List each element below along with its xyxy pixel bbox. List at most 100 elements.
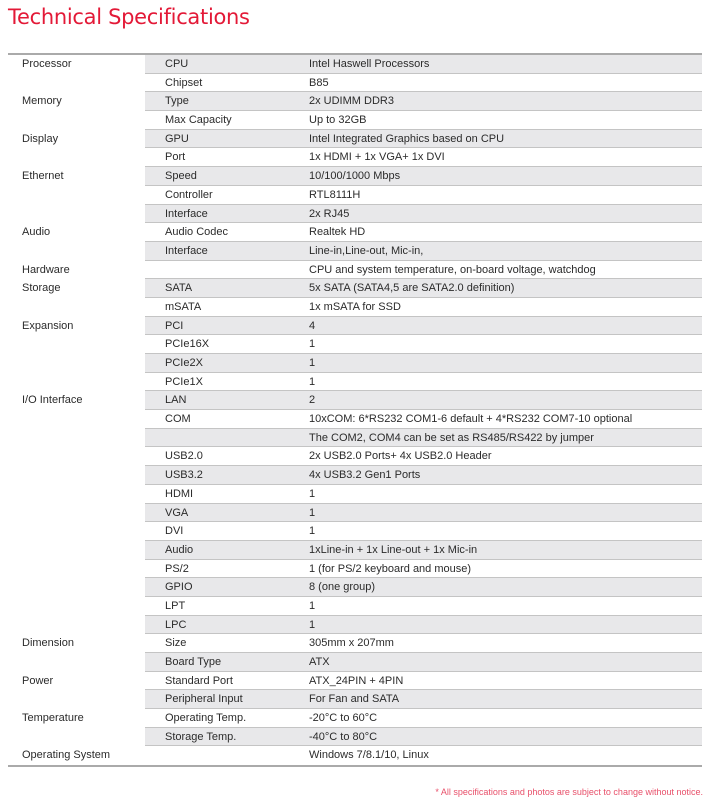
spec-item: Size [165,637,187,650]
spec-row: The COM2, COM4 can be set as RS485/RS422… [8,428,702,448]
spec-item: Type [165,95,189,108]
spec-value: 1 [309,375,316,388]
spec-band: Size 305mm x 207mm [145,634,702,653]
spec-item: Controller [165,188,213,201]
spec-row: Display GPU Intel Integrated Graphics ba… [8,129,702,149]
spec-item: SATA [165,282,193,295]
spec-category: Memory [22,95,62,108]
spec-band: CPU Intel Haswell Processors [145,55,702,74]
spec-row: Port 1x HDMI + 1x VGA+ 1x DVI [8,148,702,168]
spec-value: 5x SATA (SATA4,5 are SATA2.0 definition) [309,282,515,295]
spec-band: Audio 1xLine-in + 1x Line-out + 1x Mic-i… [145,540,702,560]
spec-row: Controller RTL8111H [8,186,702,205]
spec-band: Max Capacity Up to 32GB [145,111,702,130]
spec-item: PCIe16X [165,338,210,351]
spec-band: LAN 2 [145,391,702,411]
spec-band: Storage Temp. -40°C to 80°C [145,727,702,747]
spec-category: Display [22,132,59,145]
spec-value: 2x USB2.0 Ports+ 4x USB2.0 Header [309,450,492,463]
spec-value: RTL8111H [309,188,361,201]
spec-value: Windows 7/8.1/10, Linux [309,749,429,762]
spec-value: 1 [309,525,316,538]
spec-value: The COM2, COM4 can be set as RS485/RS422… [309,431,594,444]
spec-value: ATX_24PIN + 4PIN [309,674,404,687]
spec-row: USB2.0 2x USB2.0 Ports+ 4x USB2.0 Header [8,447,702,467]
spec-band: PCIe2X 1 [145,354,702,373]
spec-band: mSATA 1x mSATA for SSD [145,298,702,317]
spec-item: Operating Temp. [165,712,247,725]
spec-row: Interface Line-in,Line-out, Mic-in, [8,241,702,261]
spec-item: CPU [165,58,189,70]
spec-row: mSATA 1x mSATA for SSD [8,298,702,317]
spec-category: Storage [22,282,61,295]
spec-band: The COM2, COM4 can be set as RS485/RS422… [145,428,702,448]
spec-row: Storage Temp. -40°C to 80°C [8,727,702,747]
spec-row: Ethernet Speed 10/100/1000 Mbps [8,167,702,186]
spec-value: 10/100/1000 Mbps [309,170,401,183]
spec-item: PCI [165,319,184,332]
spec-row: Memory Type 2x UDIMM DDR3 [8,92,702,112]
spec-item: Port [165,151,186,164]
spec-row: Temperature Operating Temp. -20°C to 60°… [8,709,702,728]
spec-value: 4x USB3.2 Gen1 Ports [309,469,421,482]
spec-row: Operating System Windows 7/8.1/10, Linux [8,746,702,765]
spec-item: COM [165,413,191,426]
spec-band: PS/2 1 (for PS/2 keyboard and mouse) [145,560,702,579]
spec-band: PCIe1X 1 [145,373,702,392]
spec-category: Dimension [22,637,74,650]
spec-value: Realtek HD [309,226,366,239]
spec-row: LPT 1 [8,597,702,616]
spec-item: PS/2 [165,562,189,575]
spec-band: SATA 5x SATA (SATA4,5 are SATA2.0 defini… [145,279,702,298]
spec-row: PS/2 1 (for PS/2 keyboard and mouse) [8,560,702,579]
spec-band: Standard Port ATX_24PIN + 4PIN [145,672,702,691]
spec-value: 2 [309,394,316,407]
spec-category: I/O Interface [22,394,83,407]
spec-band: Type 2x UDIMM DDR3 [145,92,702,112]
spec-item: DVI [165,525,184,538]
spec-item: LPT [165,599,186,612]
spec-item: VGA [165,506,189,519]
spec-row: PCIe16X 1 [8,335,702,354]
spec-band: PCI 4 [145,316,702,336]
spec-item: Storage Temp. [165,730,237,743]
spec-band: CPU and system temperature, on-board vol… [145,261,702,280]
spec-band: Operating Temp. -20°C to 60°C [145,709,702,728]
spec-row: Audio 1xLine-in + 1x Line-out + 1x Mic-i… [8,540,702,560]
spec-category: Operating System [22,749,111,762]
spec-band: Peripheral Input For Fan and SATA [145,690,702,710]
spec-band: Port 1x HDMI + 1x VGA+ 1x DVI [145,148,702,168]
spec-band: Speed 10/100/1000 Mbps [145,167,702,186]
spec-value: -20°C to 60°C [309,712,378,725]
page-title: Technical Specifications [8,5,250,29]
spec-value: Line-in,Line-out, Mic-in, [309,244,424,257]
spec-value: 2x RJ45 [309,207,350,220]
spec-item: USB3.2 [165,469,203,482]
spec-item: HDMI [165,487,194,500]
spec-value: CPU and system temperature, on-board vol… [309,263,596,276]
spec-value: For Fan and SATA [309,693,400,706]
spec-band: VGA 1 [145,503,702,523]
spec-band: HDMI 1 [145,485,702,504]
spec-row: PCIe1X 1 [8,373,702,392]
spec-item: Interface [165,244,208,257]
spec-item: LPC [165,618,187,631]
spec-band: GPU Intel Integrated Graphics based on C… [145,129,702,149]
spec-row: Chipset B85 [8,74,702,93]
spec-row: Max Capacity Up to 32GB [8,111,702,130]
spec-category: Hardware [22,263,70,276]
spec-value: 1x mSATA for SSD [309,300,401,313]
spec-value: -40°C to 80°C [309,730,378,743]
spec-band: USB3.2 4x USB3.2 Gen1 Ports [145,466,702,485]
spec-band: Interface Line-in,Line-out, Mic-in, [145,241,702,261]
spec-value: Intel Integrated Graphics based on CPU [309,132,505,145]
spec-row: PCIe2X 1 [8,354,702,373]
spec-row: I/O Interface LAN 2 [8,391,702,411]
spec-value: 1x HDMI + 1x VGA+ 1x DVI [309,151,445,164]
spec-item: Audio Codec [165,226,228,239]
spec-item: Audio [165,543,194,556]
spec-row: COM 10xCOM: 6*RS232 COM1-6 default + 4*R… [8,410,702,429]
spec-row: Processor CPU Intel Haswell Processors [8,55,702,74]
spec-row: DVI 1 [8,522,702,541]
spec-item: PCIe2X [165,357,203,369]
